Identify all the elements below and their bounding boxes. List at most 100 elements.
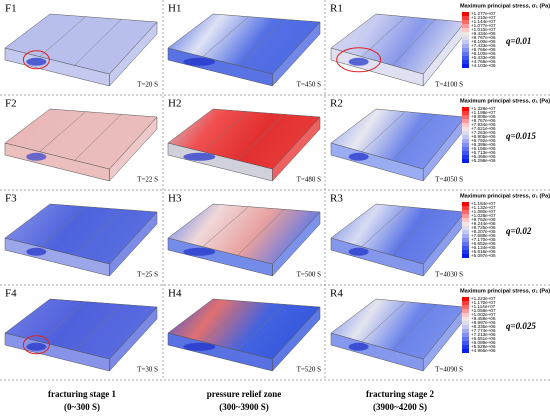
colorbar-cell [462,20,469,24]
colorbar-cell [462,250,469,254]
colorbar-cell [462,218,469,222]
time-label: T=520 S [297,366,321,374]
panel-label: R4 [330,288,343,300]
colorbar-cell [462,119,469,123]
colorbar-cell [462,329,469,333]
fracture-plane [237,304,285,351]
legend-value: +1.223e+07 [471,296,496,301]
colorbar-cell [462,111,469,115]
stress-zone [348,57,369,66]
legend-value: +6.651e+06 [471,336,496,341]
legend-value: +5.433e+06 [471,55,496,60]
legend-value: +6.089e+06 [471,340,496,345]
stage-name: fracturing stage 2 [366,389,434,399]
legend-value: +5.713e+06 [471,150,496,155]
fracture-plane [361,111,406,152]
fracture-plane [39,111,86,152]
colorbar-cell [462,345,469,349]
stress-zone [348,152,369,161]
colorbar-cell [462,238,469,242]
stage-range: (3900~4200 S) [373,402,427,412]
stress-zone [183,57,216,66]
panel-label: H1 [168,3,181,15]
legend-value: +1.184e+07 [471,201,496,206]
legend-value: +6.792e+06 [471,138,496,143]
legend-value: +7.934e+06 [471,122,496,127]
stage-range: (300~3900 S) [219,402,268,412]
time-label: T=480 S [297,176,321,184]
colorbar-cell [462,32,469,36]
colorbar-cell [462,333,469,337]
legend-title: Maximum principal stress, σ₁ (Pa) [460,98,550,104]
fracture-plane [39,301,86,342]
fracture-plane [202,206,249,247]
colorbar-cell [462,24,469,28]
colorbar-cell [462,297,469,301]
fracture-plane [74,304,122,351]
legend-value: +1.010e+07 [471,27,496,32]
colorbar-cell [462,246,469,250]
colorbar-cell [462,226,469,230]
colorbar-cell [462,321,469,325]
colorbar-cell [462,242,469,246]
colorbar-cell [462,56,469,60]
fracture-plane [237,209,285,256]
stage-name: pressure relief zone [207,389,281,399]
stress-zone [348,247,369,256]
legend-value: +7.621e+06 [471,126,496,131]
fracture-plane [392,114,436,161]
colorbar-cell [462,60,469,64]
stress-zone [348,342,369,351]
legend-value: +1.077e+07 [471,23,496,28]
colorbar-cell [462,135,469,139]
colorbar-cell [462,123,469,127]
colorbar-cell [462,64,469,68]
colorbar-cell [462,222,469,226]
time-label: T=500 S [297,271,321,279]
time-label: T=20 S [137,81,158,89]
fracture-plane [361,206,406,247]
panel-label: H4 [168,288,182,300]
time-label: T=30 S [137,366,158,374]
colorbar-cell [462,115,469,119]
fracture-plane [39,16,86,57]
colorbar-cell [462,309,469,313]
legend-value: +1.144e+07 [471,19,496,24]
colorbar-cell [462,234,469,238]
time-label: T=25 S [137,271,158,279]
stress-zone [26,57,47,66]
legend-value: +1.328e+07 [471,106,496,111]
q-label: q=0.01 [506,36,531,46]
colorbar-cell [462,151,469,155]
colorbar-cell [462,313,469,317]
fracture-plane [392,304,436,351]
panel-label: R3 [330,193,343,205]
legend-value: +4.966e+06 [471,348,496,353]
legend-value: +8.725e+06 [471,225,496,230]
colorbar-cell [462,202,469,206]
panel-label: H2 [168,98,181,110]
legend-value: +9.806e+06 [471,114,496,119]
legend-value: +5.528e+06 [471,344,496,349]
colorbar-cell [462,48,469,52]
q-label: q=0.015 [506,131,536,141]
fracture-plane [74,209,122,256]
legend-value: +8.767e+06 [471,35,496,40]
legend-title: Maximum principal stress, σ₁ (Pa) [460,193,550,199]
legend-value: +1.028e+07 [471,213,496,218]
fracture-plane [74,114,122,161]
panel-label: F3 [5,193,17,205]
time-label: T=4030 S [435,271,463,279]
fracture-plane [39,206,86,247]
legend-value: +8.335e+06 [471,324,496,329]
highlight-circle [336,47,382,73]
legend-value: +6.905e+06 [471,134,496,139]
colorbar-cell [462,36,469,40]
stress-zone [183,342,216,351]
fracture-plane [237,114,285,161]
colorbar-cell [462,147,469,151]
legend-value: +1.210e+07 [471,15,496,20]
fracture-plane [361,16,406,57]
legend-value: +6.156e+06 [471,146,496,151]
